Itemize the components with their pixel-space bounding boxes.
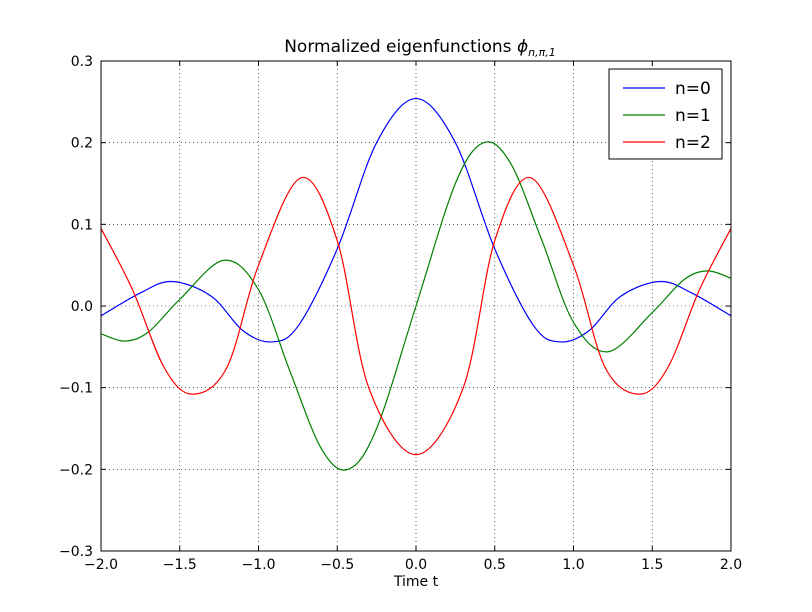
y-tick-label: 0.0: [71, 299, 93, 315]
legend-box: [608, 68, 723, 160]
series-line-n0: [101, 97, 731, 343]
series-line-n2: [101, 177, 731, 456]
x-tick-label: 0.5: [484, 557, 506, 573]
y-tick-label: −0.2: [59, 462, 93, 478]
y-tick-label: 0.1: [71, 217, 93, 233]
x-tick-label: −2.0: [84, 557, 118, 573]
legend-label-n2: n=2: [675, 133, 711, 153]
chart-title: Normalized eigenfunctions ϕn,π,1: [284, 37, 556, 59]
y-tick-label: 0.2: [71, 136, 93, 152]
legend-label-n1: n=1: [675, 106, 711, 126]
x-tick-label: −1.5: [163, 557, 197, 573]
plot-layer: −2.0 −1.5 −1.0 −0.5 0.0 0.5 1.0 1.5 2.0 −0.3 −0.2 −…: [59, 54, 742, 573]
x-tick-label: 1.5: [641, 557, 663, 573]
x-tick-label: −1.0: [242, 557, 276, 573]
y-tick-label: −0.3: [59, 544, 93, 560]
y-tick-label: 0.3: [71, 54, 93, 70]
x-tick-label: 0.0: [405, 557, 427, 573]
y-tick-label: −0.1: [59, 381, 93, 397]
x-tick-label: 2.0: [720, 557, 742, 573]
x-axis-label: Time t: [393, 574, 439, 590]
x-tick-label: 1.0: [562, 557, 584, 573]
x-tick-label: −0.5: [320, 557, 354, 573]
legend-label-n0: n=0: [675, 79, 711, 99]
series-line-n1: [101, 141, 731, 471]
